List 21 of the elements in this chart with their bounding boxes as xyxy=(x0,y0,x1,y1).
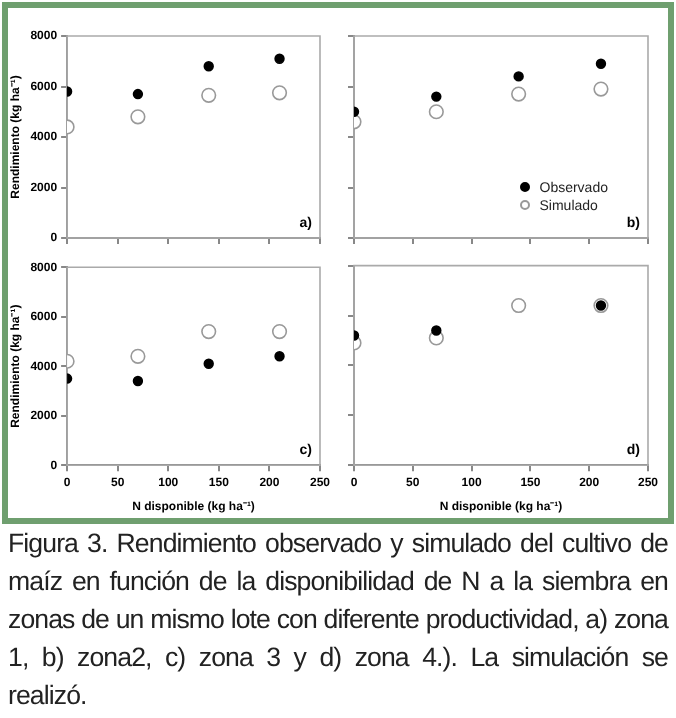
point xyxy=(130,109,146,125)
point xyxy=(130,348,146,364)
point xyxy=(203,358,214,369)
point xyxy=(201,323,217,340)
point xyxy=(271,323,288,340)
text: Figura 3. Rendimiento observado y simulado del cultivo de maíz en función de la disponibilidad de N a la siembra en zonas de un mismo lote con diferente productividad, a) zona 1, b) zona2, c) zona 3 y d) zona 4.). La simulación se realizó. xyxy=(8,526,668,714)
point xyxy=(511,297,527,314)
point xyxy=(431,325,442,336)
point xyxy=(201,87,217,103)
point xyxy=(274,53,285,64)
point xyxy=(428,104,444,120)
point xyxy=(203,61,214,72)
point xyxy=(132,88,144,100)
point xyxy=(271,85,288,101)
point xyxy=(513,71,524,82)
point xyxy=(511,86,527,102)
point xyxy=(132,375,144,387)
point xyxy=(431,91,442,102)
point xyxy=(593,81,609,97)
point xyxy=(595,58,607,69)
point xyxy=(274,351,285,362)
